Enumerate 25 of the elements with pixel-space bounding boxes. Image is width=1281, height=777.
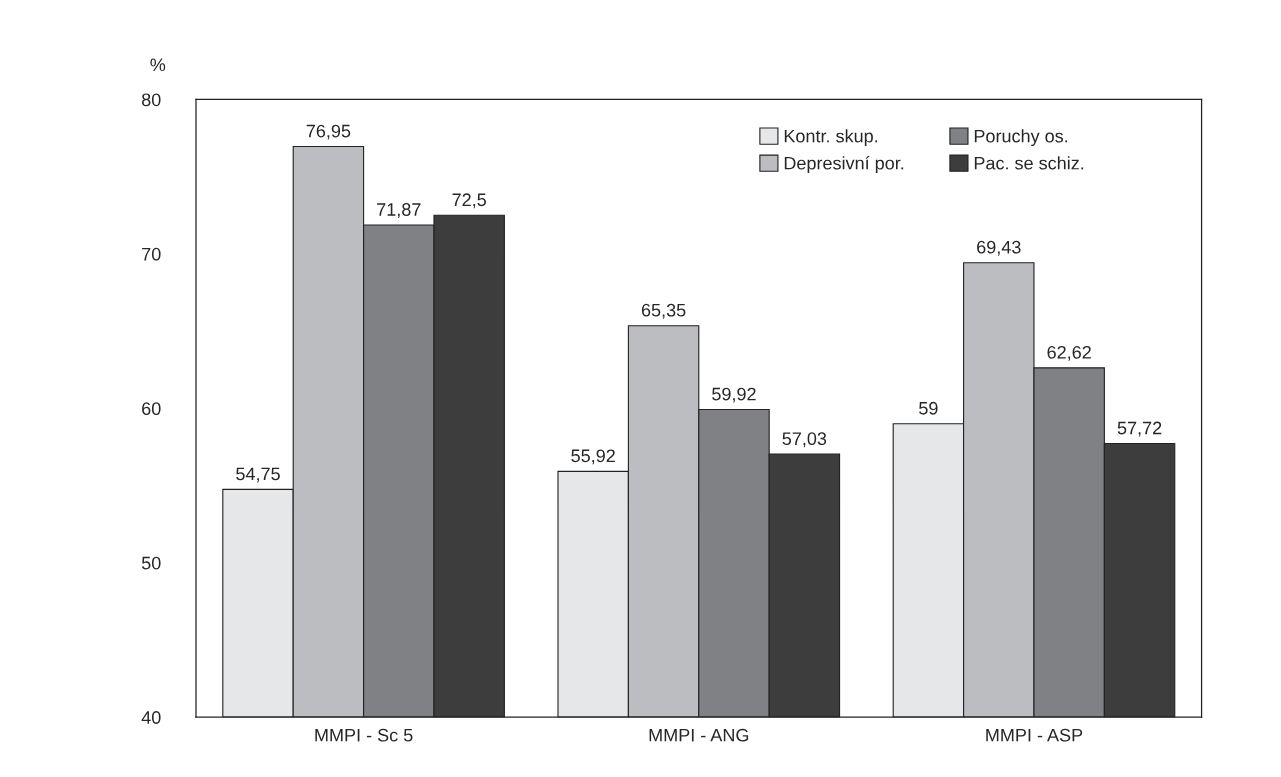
data-label: 54,75 — [236, 467, 280, 483]
y-tick-label: 40 — [141, 711, 161, 724]
data-label: 55,92 — [571, 449, 615, 465]
data-label: 59 — [919, 401, 938, 415]
x-tick-label: MMPI - ASP — [986, 728, 1083, 742]
data-label: 59,92 — [712, 387, 756, 403]
y-tick-label: 50 — [141, 556, 161, 570]
legend-label: Kontr. skup. — [784, 129, 878, 147]
y-tick-label: 70 — [142, 247, 161, 261]
x-tick-label: MMPI - ANG — [649, 728, 749, 742]
data-label: 62,62 — [1047, 345, 1091, 361]
y-axis-title: % — [150, 58, 166, 72]
data-label: 72,5 — [452, 193, 486, 209]
data-label: 71,87 — [377, 203, 421, 219]
data-label: 57,72 — [1117, 421, 1162, 437]
legend-label: Poruchy os. — [974, 129, 1068, 147]
x-tick-label: MMPI - Sc 5 — [315, 728, 413, 742]
y-tick-label: 60 — [142, 402, 161, 416]
data-label: 69,43 — [977, 240, 1021, 256]
y-tick-label: 80 — [141, 93, 161, 107]
legend-label: Pac. se schiz. — [974, 156, 1084, 170]
data-label: 65,35 — [641, 303, 686, 319]
data-label: 57,03 — [782, 432, 827, 448]
legend-label: Depresivní por. — [784, 156, 904, 174]
data-label: 76,95 — [306, 124, 351, 140]
